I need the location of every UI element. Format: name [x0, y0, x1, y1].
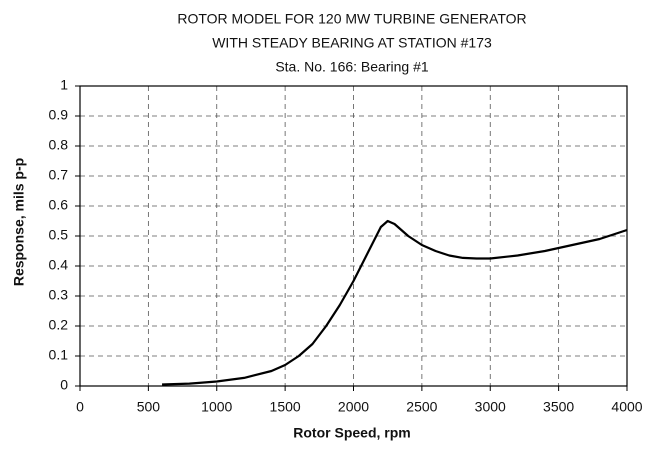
plot-border [79, 85, 628, 387]
y-tick-label: 0.4 [49, 257, 69, 273]
chart-title: ROTOR MODEL FOR 120 MW TURBINE GENERATOR [177, 11, 526, 27]
y-tick-label: 0.6 [49, 197, 69, 213]
x-tick-label: 0 [76, 399, 84, 415]
x-axis-label: Rotor Speed, rpm [293, 425, 410, 441]
chart-title: WITH STEADY BEARING AT STATION #173 [212, 35, 492, 51]
y-tick-label: 1 [60, 77, 68, 93]
chart-subtitle: Sta. No. 166: Bearing #1 [275, 59, 429, 75]
x-tick-label: 4000 [611, 399, 642, 415]
y-tick-label: 0.2 [49, 317, 69, 333]
y-tick-label: 0.8 [49, 137, 69, 153]
x-tick-label: 500 [137, 399, 161, 415]
x-tick-label: 1500 [270, 399, 301, 415]
y-tick-label: 0.7 [49, 167, 69, 183]
x-tick-label: 2000 [338, 399, 369, 415]
x-tick-label: 3000 [475, 399, 506, 415]
x-tick-label: 1000 [201, 399, 232, 415]
y-tick-label: 0.5 [49, 227, 69, 243]
y-tick-label: 0.9 [49, 107, 69, 123]
y-tick-label: 0.3 [49, 287, 69, 303]
x-tick-label: 3500 [543, 399, 574, 415]
y-tick-label: 0 [60, 377, 68, 393]
line [162, 219, 628, 386]
y-tick-label: 0.1 [49, 347, 69, 363]
x-tick-label: 2500 [406, 399, 437, 415]
y-axis-label: Response, mils p-p [11, 158, 27, 286]
